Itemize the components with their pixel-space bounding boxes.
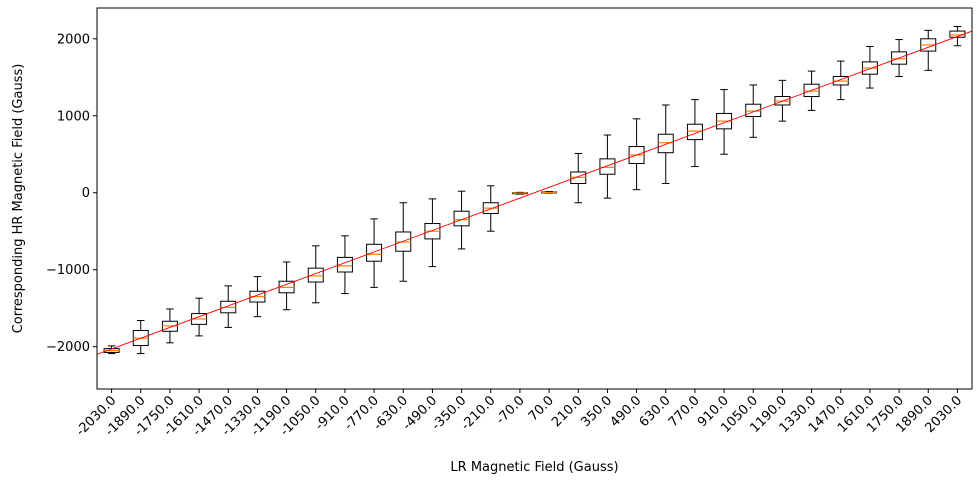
box--350.0: [453, 190, 470, 250]
box-1890.0: [920, 29, 937, 71]
box-630.0: [657, 104, 674, 184]
box--1890.0: [132, 319, 149, 355]
y-axis-label: Corresponding HR Magnetic Field (Gauss): [11, 64, 26, 334]
box-910.0: [716, 89, 733, 155]
box-210.0: [570, 152, 587, 204]
y-tick-label: −2000: [46, 340, 90, 355]
box--910.0: [336, 235, 353, 295]
box-iqr: [599, 158, 616, 175]
box-1330.0: [803, 70, 820, 111]
box--1050.0: [307, 245, 324, 304]
x-axis-label: LR Magnetic Field (Gauss): [450, 460, 618, 475]
x-tick-label: 630.0: [637, 393, 674, 430]
x-tick-label: 210.0: [549, 393, 586, 430]
y-tick-label: −1000: [46, 263, 90, 278]
box--1470.0: [220, 285, 237, 328]
box--210.0: [482, 185, 499, 232]
identity-reference-line: [97, 30, 972, 355]
box-490.0: [628, 118, 645, 191]
box--770.0: [366, 218, 383, 288]
box-770.0: [686, 99, 703, 168]
x-tick-label: 490.0: [607, 393, 644, 430]
box-70.0: [541, 191, 558, 194]
box-iqr: [307, 267, 324, 283]
box-1470.0: [832, 60, 849, 101]
box-350.0: [599, 134, 616, 199]
axes: −2000−1000010002000-2030.0-1890.0-1750.0…: [46, 7, 973, 439]
box-1050.0: [745, 84, 762, 138]
y-tick-label: 1000: [57, 109, 90, 124]
x-tick-label: 770.0: [666, 393, 703, 430]
box-iqr: [745, 103, 762, 118]
box--490.0: [424, 198, 441, 268]
y-tick-label: 2000: [57, 32, 90, 47]
box-iqr: [453, 210, 470, 227]
box-iqr: [803, 83, 820, 98]
box-iqr: [336, 256, 353, 273]
box-iqr: [686, 123, 703, 141]
y-tick-label: 0: [82, 186, 90, 201]
box-1750.0: [891, 39, 908, 78]
box--630.0: [395, 202, 412, 282]
box-iqr: [891, 51, 908, 65]
x-tick-label: 350.0: [578, 393, 615, 430]
box-iqr: [657, 133, 674, 154]
plot-frame: [96, 7, 973, 390]
plot-area: [97, 25, 972, 355]
box-iqr: [366, 243, 383, 262]
x-tick-label: -70.0: [493, 393, 527, 427]
box-1610.0: [861, 45, 878, 89]
box--70.0: [511, 191, 528, 195]
